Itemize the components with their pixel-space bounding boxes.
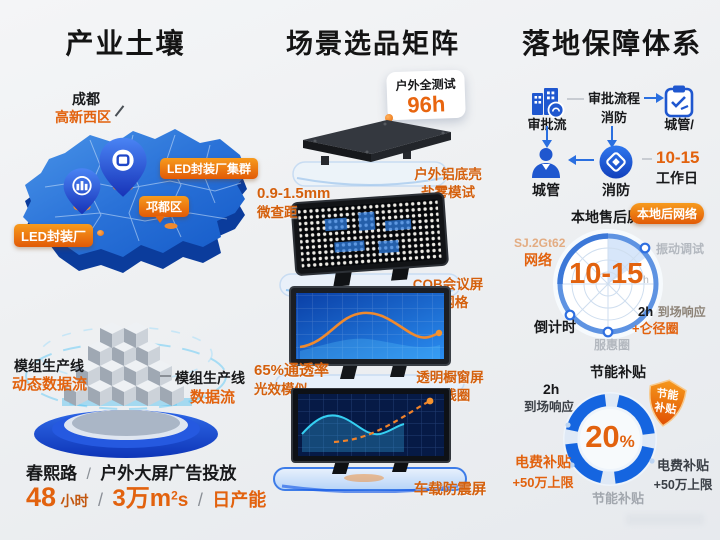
flow-line-1 [567,98,584,100]
label-window-line1: 透明橱窗屏 [416,370,484,385]
stats-capacity: 日产能 [212,490,267,510]
arrow-down-icon [542,126,552,148]
platform-left-label: 模组生产线 [14,358,84,374]
label-outdoor-line1: 户外铝底壳 [414,167,482,182]
map-pin-factory-icon [63,168,101,215]
radar-center-number: 10-15 [569,258,644,290]
map-badge-area: 邛都区 [139,196,190,223]
donut-chart-graphic [563,392,657,486]
stats-sep2: / [97,490,103,510]
donut-center-unit: % [619,432,635,451]
donut-right-line2: +50万上限 [653,478,713,492]
product-outdoor-panel-graphic [292,120,451,187]
watermark [626,514,704,525]
data-cube-platform-graphic [25,322,227,458]
factory-dot [97,230,104,236]
shield-line1: 节能 [656,386,680,403]
test-badge-dot [385,114,393,122]
donut-right-line1: 电费补贴 [656,458,709,473]
radar-center-unit: h [643,275,649,286]
label-trans-line1: 65%通透率 [254,362,330,379]
column1-title: 产业土壤 [65,28,186,59]
radar-response-value: 2h [638,304,654,319]
map-badge-cluster: LED封装厂集群 [160,158,259,179]
donut-right-label: 电费补贴 +50万上限 [650,455,716,493]
radar-chart-graphic [553,229,663,339]
column3-title: 落地保障体系 [522,28,703,59]
stats-campaign: 户外大屏广告投放 [100,464,237,483]
stats-area-tail: s [177,490,189,511]
radar-center-value: 10-15h [566,258,652,291]
donut-center-number: 20 [585,419,620,454]
column2-title: 场景选品矩阵 [286,29,460,59]
stats-area-value: 3万m [112,485,172,512]
radar-response-orange-label: +仑径圈 [632,321,679,336]
platform-right-label: 模组生产线 [175,370,245,386]
flow-dash [642,158,652,160]
arrow-left-icon [568,155,594,165]
flow-duration-unit: 工作日 [656,170,698,186]
donut-center-value: 20% [574,419,646,455]
platform-left-sublabel: 动态数据流 [12,376,88,393]
radar-network-badge: 本地后网络 [630,203,705,224]
product-led-matrix-graphic [279,192,461,298]
building-approval-icon [532,88,565,119]
radar-response-text: 到场响应 [657,305,706,319]
flow-process-line1: 审批流程 [587,91,640,106]
stats-hours-value: 48 [26,482,57,512]
stats-row2: 48 小时 / 3万m2s / 日产能 [26,478,266,513]
map-city-label: 成都 [72,91,100,107]
flow-chengguan-label: 城管 [532,182,560,198]
flow-duration-value: 10-15 [656,148,700,167]
province-map-graphic [23,129,247,273]
stats-sep1: / [86,466,91,483]
label-pitch-line2: 微查距 [257,204,298,220]
flow-fire-label: 消防 [602,182,630,198]
flow-approval-label: 审批流 [527,117,567,132]
product-vehicle-monitor-graphic [273,388,467,493]
label-vehicle: 车载防震屏 [413,482,487,498]
arrow-right-icon [644,93,664,103]
donut-response-value: 2h [543,381,560,397]
radar-right-gray-label: 振动调试 [656,242,705,256]
label-pitch: 0.9-1.5mm 微查距 [257,184,330,221]
stats-row1: 春熙路 / 户外大屏广告投放 [26,459,236,484]
arrow-down-icon [607,126,617,148]
donut-left-label: 电费补贴 +50万上限 [512,452,574,491]
flow-process-text: 审批流程 消防 [586,88,642,126]
platform-right-sublabel: 数据流 [190,389,236,406]
map-district-label: 高新西区 [55,109,111,125]
radar-countdown-label: 倒计时 [534,319,576,335]
radar-top-label: 本地售后屏 [571,209,641,225]
person-chengguan-icon [532,148,560,178]
stats-area-sup: 2 [171,488,178,503]
radar-left-orange-label: 网络 [524,252,552,268]
product-cob-monitor-graphic [275,286,465,392]
fire-department-icon [599,145,633,179]
radar-response-label: 2h 到场响应 [638,303,706,321]
platform-connector-line [160,375,171,377]
donut-left-line1: 电费补贴 [515,454,571,470]
clipboard-permit-icon [664,85,694,118]
donut-bottom-label: 节能补贴 [592,491,645,506]
map-pin-main-icon [99,137,147,197]
label-pitch-line1: 0.9-1.5mm [257,185,331,202]
shield-line2: 补贴 [653,399,678,416]
donut-response-label: 到场响应 [524,400,575,414]
donut-heading: 节能补贴 [590,364,646,380]
stats-hours-unit: 小时 [60,493,89,509]
stats-sep3: / [197,490,203,510]
donut-left-line2: +50万上限 [512,475,574,490]
flow-chengguan-slash-label: 城管/ [664,117,694,132]
radar-left-gray-label: SJ.2Gt62 [514,236,566,250]
subsidy-shield-badge: 节能 补贴 [649,379,687,427]
stats-place: 春熙路 [26,464,77,483]
flow-process-line2: 消防 [600,110,627,125]
radar-bottom-gray-label: 服惠圈 [594,338,631,352]
map-badge-factory: LED封装厂 [14,224,94,247]
